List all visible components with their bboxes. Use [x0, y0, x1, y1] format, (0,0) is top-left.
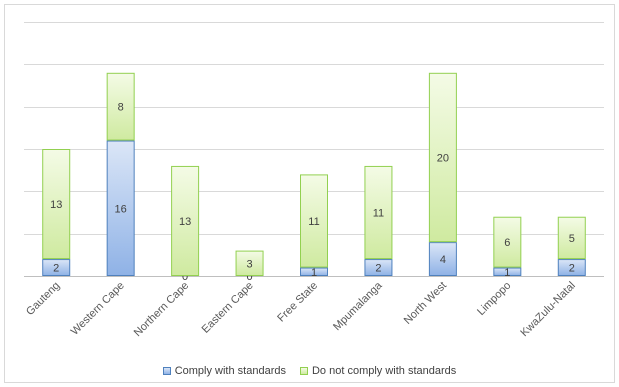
data-label: 13: [179, 216, 191, 228]
category-label: Mpumalanga: [331, 279, 385, 333]
bar-segment: [493, 267, 522, 276]
bar-segment: [300, 174, 328, 268]
legend-swatch-comply: [162, 367, 171, 375]
bar-segment: [235, 250, 264, 277]
data-label: 2: [375, 263, 381, 275]
bar-segment: [493, 216, 522, 268]
bar-segment: [171, 165, 200, 276]
chart-frame: [4, 4, 615, 383]
bar-segment: [428, 242, 457, 276]
bar-segment: [106, 72, 135, 141]
bar-segment: [557, 259, 586, 277]
data-label: 5: [569, 233, 575, 245]
category-label: Eastern Cape: [200, 280, 256, 336]
data-label: 0: [246, 271, 252, 283]
data-label: 1: [504, 267, 510, 279]
bar-segment: [364, 259, 393, 277]
data-label: 11: [373, 208, 384, 220]
data-label: 2: [569, 263, 575, 275]
category-label: Western Cape: [69, 280, 127, 338]
bar-segment: [42, 149, 71, 260]
data-label: 6: [504, 237, 510, 249]
data-label: 4: [440, 254, 446, 266]
bar-segment: [428, 72, 457, 243]
category-label: Limpopo: [475, 280, 513, 318]
legend: Comply with standards Do not comply with…: [0, 363, 619, 379]
bar-segment: [42, 259, 71, 277]
x-axis: Gauteng Western Cape Northern Cape Eastern …: [24, 279, 578, 339]
legend-swatch-not-comply: [299, 367, 308, 375]
data-label: 11: [308, 216, 319, 228]
data-label: 0: [182, 271, 188, 283]
data-label: 16: [115, 203, 127, 215]
legend-item-comply: Comply with standards: [162, 365, 286, 377]
data-label: 1: [311, 267, 317, 279]
data-label: 20: [437, 152, 449, 164]
category-label: Gauteng: [24, 280, 62, 318]
bar-segment: [364, 165, 393, 260]
bar-segment: [300, 267, 328, 276]
category-label: KwaZulu-Natal: [518, 280, 577, 339]
bar-segment: [106, 140, 135, 276]
legend-label-not-comply: Do not comply with standards: [311, 365, 457, 377]
category-label: Northern Cape: [132, 280, 192, 340]
category-label: North West: [402, 280, 449, 327]
bar-segment: [557, 216, 586, 260]
legend-item-not-comply: Do not comply with standards: [299, 365, 457, 377]
data-label: 8: [118, 102, 124, 114]
category-label: Free State: [275, 280, 320, 325]
data-label: 13: [50, 199, 62, 211]
legend-label-comply: Comply with standards: [174, 365, 286, 377]
data-label: 2: [53, 263, 59, 275]
data-label: 3: [246, 258, 252, 270]
